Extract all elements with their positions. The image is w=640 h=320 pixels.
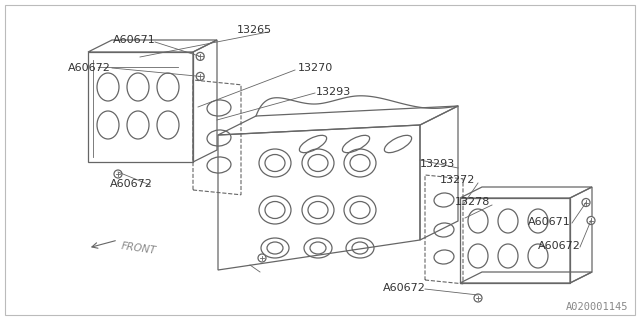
Text: 13293: 13293	[420, 159, 455, 169]
Circle shape	[582, 198, 590, 206]
Text: A60672: A60672	[68, 63, 111, 73]
Text: A60672: A60672	[383, 283, 426, 293]
Circle shape	[587, 217, 595, 225]
Circle shape	[196, 72, 204, 80]
Text: A60671: A60671	[528, 217, 571, 227]
Circle shape	[258, 254, 266, 262]
Circle shape	[474, 294, 482, 302]
Circle shape	[114, 170, 122, 178]
Text: 13265: 13265	[237, 25, 272, 35]
Text: A60672: A60672	[538, 241, 581, 251]
Text: 13270: 13270	[298, 63, 333, 73]
Text: A020001145: A020001145	[566, 302, 628, 312]
Text: A60672: A60672	[110, 179, 153, 189]
Text: 13272: 13272	[440, 175, 476, 185]
Text: A60671: A60671	[113, 35, 156, 45]
Text: 13278: 13278	[455, 197, 490, 207]
Text: 13293: 13293	[316, 87, 351, 97]
Text: FRONT: FRONT	[120, 241, 157, 255]
Circle shape	[196, 52, 204, 60]
